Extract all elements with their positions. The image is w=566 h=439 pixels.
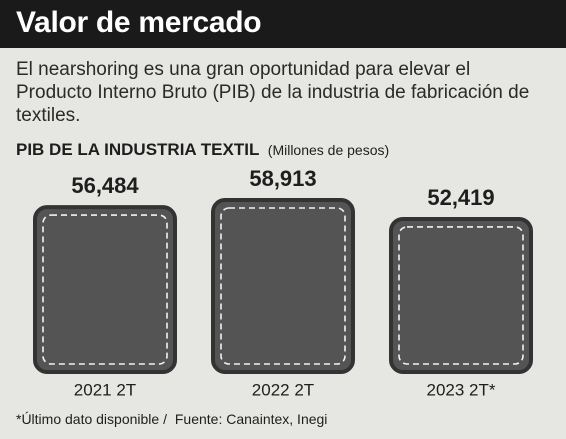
- note: *Último dato disponible /: [16, 411, 167, 427]
- value-label: 58,913: [249, 166, 316, 191]
- category-label: 2023 2T*: [427, 380, 496, 399]
- value-label: 52,419: [427, 185, 494, 210]
- unit-label: (Millones de pesos): [268, 142, 389, 158]
- patch: [33, 205, 177, 374]
- intro-text: El nearshoring es una gran oportunidad p…: [16, 59, 530, 126]
- category-label: 2021 2T: [74, 380, 136, 399]
- source: Fuente: Canaintex, Inegi: [175, 411, 328, 427]
- chart-title: PIB DE LA INDUSTRIA TEXTIL: [16, 140, 259, 159]
- footnote: *Último dato disponible / Fuente: Canain…: [16, 411, 327, 427]
- header-band: Valor de mercado: [0, 0, 566, 48]
- chart-heading: PIB DE LA INDUSTRIA TEXTIL (Millones de …: [16, 140, 389, 159]
- stitch: [220, 207, 346, 365]
- stitch: [398, 226, 524, 365]
- patch: [389, 216, 533, 374]
- page-title: Valor de mercado: [16, 6, 262, 39]
- category-label: 2022 2T: [252, 380, 314, 399]
- patch: [211, 198, 355, 374]
- value-label: 56,484: [71, 173, 139, 198]
- stitch: [42, 214, 168, 365]
